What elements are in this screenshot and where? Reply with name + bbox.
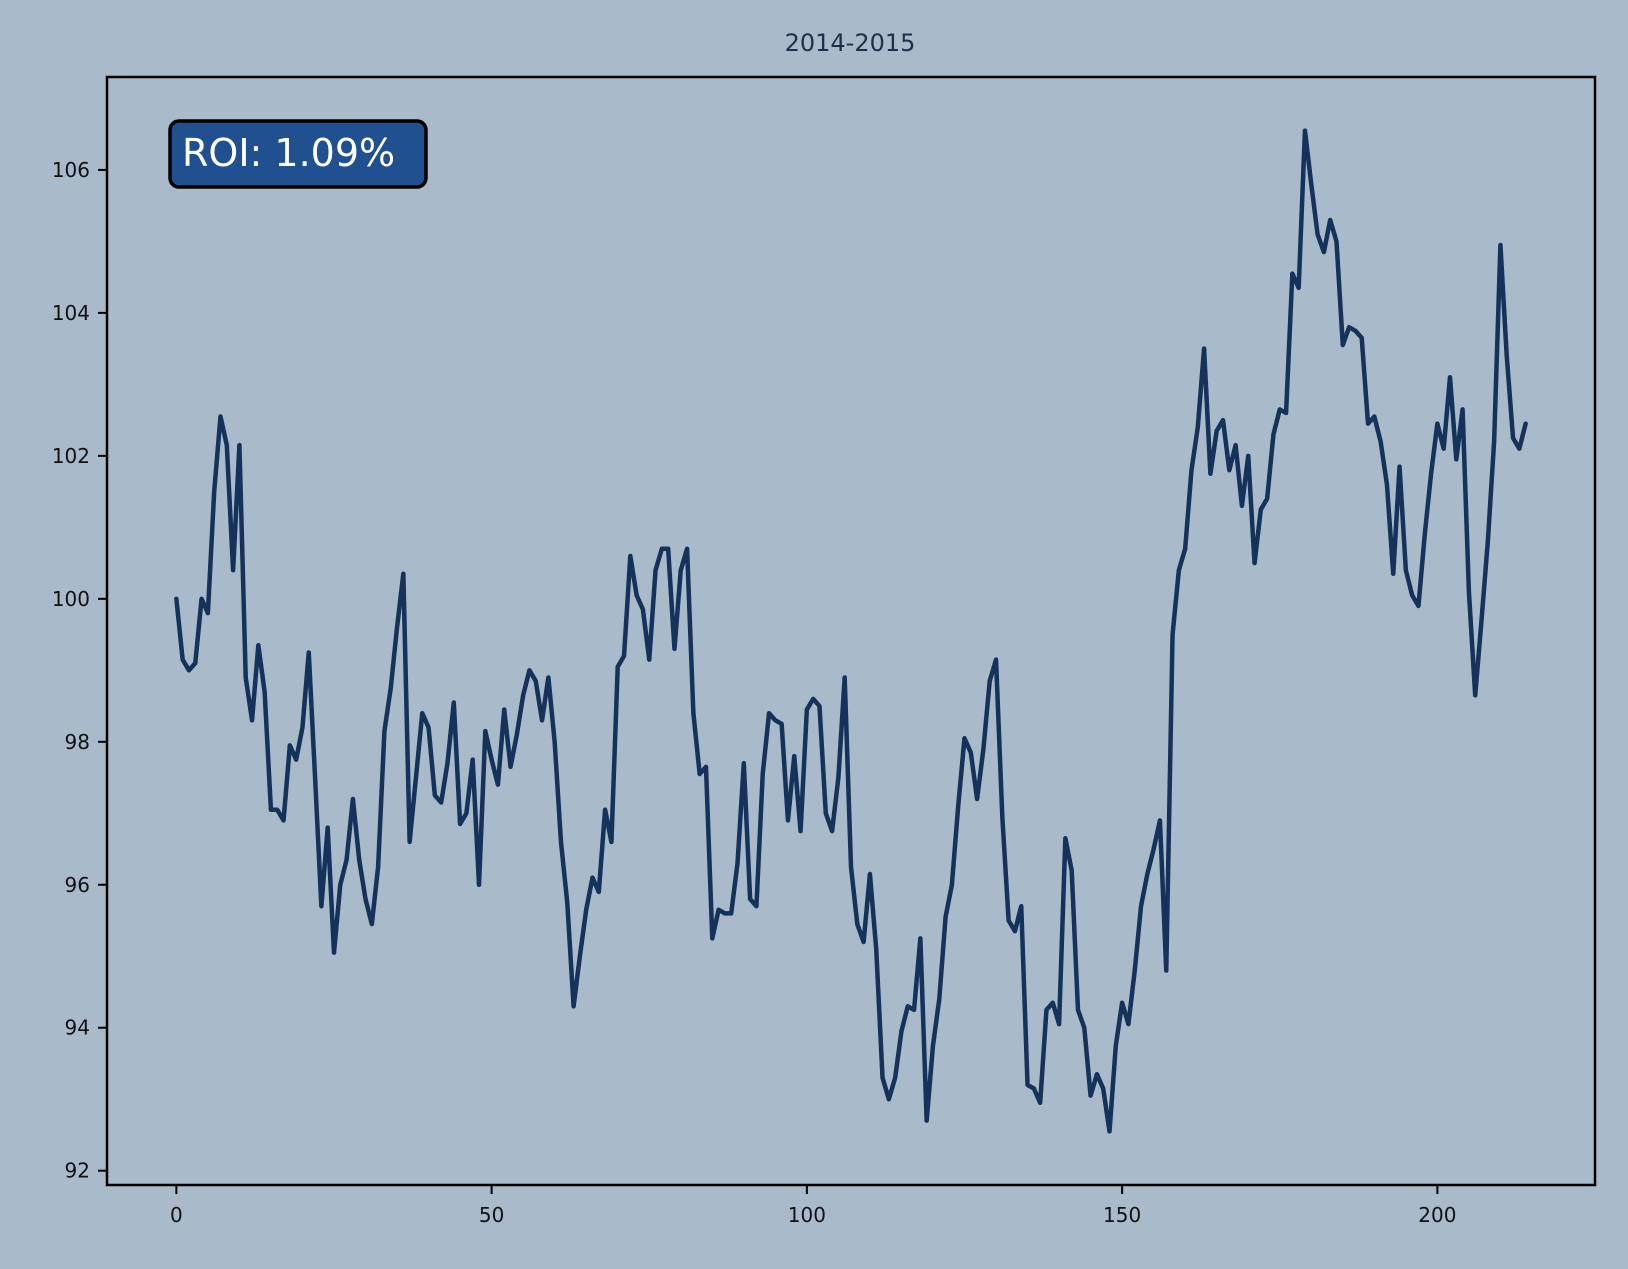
series-line (174, 128, 1528, 1134)
plot-frame (105, 75, 1597, 1187)
plot-area (174, 128, 1528, 1134)
y-tick-label: 102 (52, 444, 90, 468)
roi-text: ROI: 1.09% (182, 131, 395, 175)
y-tick-label: 100 (52, 587, 90, 611)
y-tick-label: 98 (65, 730, 90, 754)
x-tick-label: 100 (788, 1203, 826, 1227)
y-tick-label: 96 (65, 873, 90, 897)
y-tick-label: 92 (65, 1159, 90, 1183)
chart-title: 2014-2015 (785, 29, 916, 57)
roi-box (168, 119, 428, 189)
x-tick-label: 0 (170, 1203, 183, 1227)
x-tick-label: 200 (1418, 1203, 1456, 1227)
y-tick-label: 106 (52, 158, 90, 182)
y-axis: 92 94 96 98 100 102 104 106 (52, 158, 107, 1183)
x-tick-label: 50 (479, 1203, 504, 1227)
y-tick-label: 94 (65, 1016, 90, 1040)
x-axis: 0 50 100 150 200 (170, 1185, 1456, 1227)
roi-annotation: ROI: 1.09% (168, 119, 428, 189)
y-tick-label: 104 (52, 301, 90, 325)
x-tick-label: 150 (1103, 1203, 1141, 1227)
